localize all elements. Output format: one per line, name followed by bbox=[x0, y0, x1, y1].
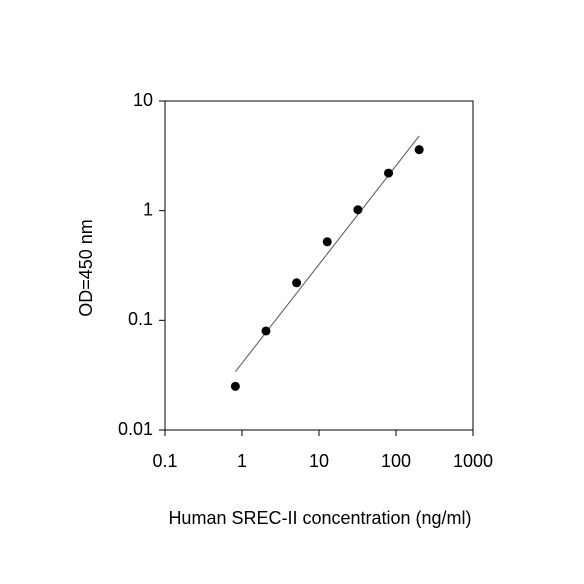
x-tick-label: 0.1 bbox=[152, 451, 177, 471]
data-point bbox=[322, 237, 332, 247]
x-axis-label: Human SREC-II concentration (ng/ml) bbox=[168, 508, 471, 528]
y-tick-label: 0.1 bbox=[128, 309, 153, 329]
x-tick-label: 10 bbox=[309, 451, 329, 471]
data-point bbox=[353, 205, 363, 215]
y-tick-label: 1 bbox=[143, 199, 153, 219]
data-point bbox=[230, 381, 240, 391]
x-tick-label: 1 bbox=[237, 451, 247, 471]
y-tick-label: 10 bbox=[133, 90, 153, 110]
y-axis-label: OD=450 nm bbox=[76, 219, 96, 317]
data-point bbox=[414, 145, 424, 155]
x-tick-label: 100 bbox=[381, 451, 411, 471]
data-point bbox=[261, 326, 271, 336]
x-tick-label: 1000 bbox=[453, 451, 493, 471]
data-point bbox=[292, 278, 302, 288]
data-point bbox=[384, 168, 394, 178]
y-tick-label: 0.01 bbox=[118, 419, 153, 439]
